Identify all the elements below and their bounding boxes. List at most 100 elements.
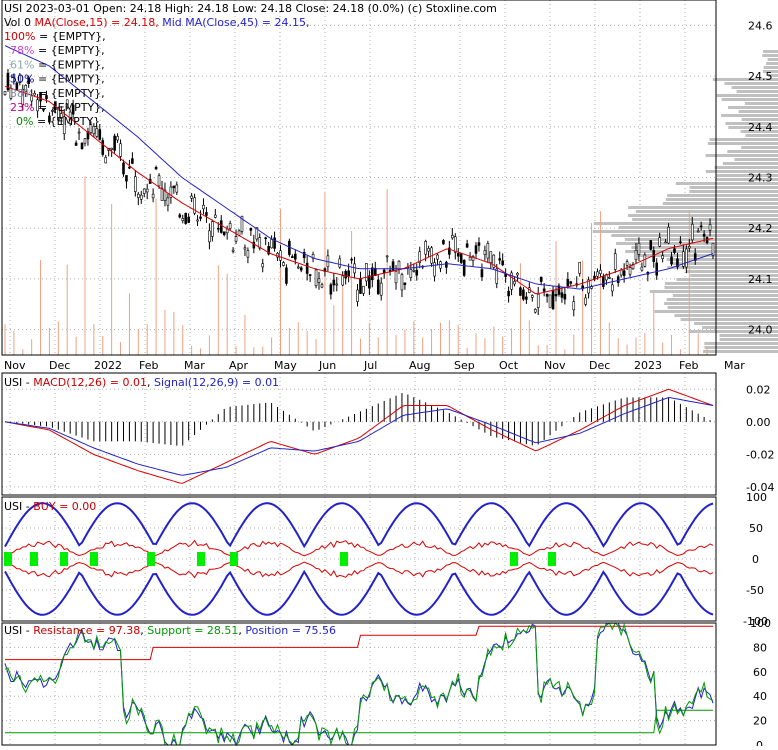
volume-profile-bar [741,146,778,149]
volume-profile-bar [728,106,778,109]
volume-profile-bar [762,70,778,73]
position-panel-frame [1,622,717,746]
candle-body [308,274,312,276]
candle-body [376,279,380,295]
fib-legend-pct: 38% [10,87,34,100]
resistance-line [5,625,713,661]
candle-body [480,269,484,278]
volume-profile-bar [736,90,778,93]
x-tick-label: Dec [589,359,610,372]
candle-body [368,275,371,289]
volume-profile-bar [734,158,778,161]
candle-body [246,250,250,258]
buy-signal-marker [30,552,38,566]
buy-title-value: BUY = 0.00 [33,500,96,513]
vol-label: Vol 0 [4,16,34,29]
buy-upper-envelope [4,502,714,549]
candle-body [400,274,404,291]
price-tick-label: 24.6 [748,19,773,32]
position-title-resistance: Resistance = 97.38 [33,624,140,637]
price-tick-label: 24.5 [748,70,773,83]
position-title-sep2: , [238,624,245,637]
volume-profile-bar [702,326,778,329]
candle-body [371,267,374,281]
candle-body [516,272,519,276]
volume-profile-bar [705,154,778,157]
support-line [5,709,713,734]
signal-line [4,396,714,476]
candle-body [83,138,87,144]
candle-body [539,276,543,282]
candle-body [711,242,715,256]
fib-legend: 100% = {EMPTY},78% = {EMPTY},61% = {EMPT… [4,30,106,128]
fib-legend-pct: 23% [10,101,34,114]
candle-body [211,221,214,237]
candle-body [610,284,614,292]
candle-body [181,218,185,222]
candle-body [685,248,688,268]
buy-signal-marker [90,552,98,566]
volume-profile-bar [724,82,778,85]
ma-short-line [4,85,714,295]
candle-body [258,237,262,249]
candle-body [365,263,368,282]
x-tick-label: Feb [139,359,158,372]
volume-profile-bar [768,74,778,77]
candle-body [57,107,60,121]
fib-legend-value: = {EMPTY}, [34,58,104,71]
candle-body [202,204,205,210]
candle-body [15,82,19,90]
candle-body [456,253,460,257]
volume-profile-bar [725,122,778,125]
candle-body [495,268,499,284]
candle-body [145,188,149,193]
volume-profile-bar [675,182,778,185]
candle-body [643,254,647,267]
candle-body [314,269,318,286]
buy-tick-label: 0 [752,553,759,566]
candle-body [397,261,401,270]
volume-profile-bar [627,214,778,217]
candle-body [27,77,30,84]
fib-legend-item: 23% = {EMPTY}, [10,101,105,114]
volume-profile-bar [680,318,778,321]
macd-title-signal: Signal(12,26,9) = 0.01 [154,376,279,389]
volume-profile-bar [676,278,778,281]
volume-profile-bar [745,134,778,137]
fib-legend-item: 0% = {EMPTY} [16,115,100,128]
candle-body [350,258,353,261]
price-tick-label: 24.2 [748,222,773,235]
candle-body [445,261,448,268]
candle-body [391,261,395,271]
candle-body [178,214,182,218]
position-title: USI - Resistance = 97.38, Support = 28.5… [4,624,336,637]
buy-signal-marker [230,552,238,566]
buy-upper-band [4,539,714,557]
position-tick-label: 100 [750,617,771,630]
buy-signal-marker [147,552,155,566]
candle-body [649,240,653,250]
volume-profile-bar [631,246,778,249]
volume-profile-bar [672,294,778,297]
candle-body [688,246,691,249]
buy-lower-band [4,561,714,579]
volume-profile-bar [721,98,778,101]
candle-body [362,285,365,294]
candle-body [252,241,256,249]
buy-tick-label: 100 [746,491,767,504]
candle-body [51,110,54,112]
volume-profile-bar [670,262,778,265]
candle-body [545,293,549,297]
fib-legend-item: 61% = {EMPTY}, [10,58,105,71]
fib-legend-item: 78% = {EMPTY}, [10,44,105,57]
candle-body [172,185,176,189]
candle-body [507,290,510,297]
volume-profile-bar [702,350,778,353]
volume-profile-bar [628,206,778,209]
candle-body [433,262,436,277]
candle-body [151,193,155,199]
x-tick-label: Nov [4,359,26,372]
volume-profile-bar [690,274,778,277]
fib-legend-value: = {EMPTY}, [34,87,104,100]
